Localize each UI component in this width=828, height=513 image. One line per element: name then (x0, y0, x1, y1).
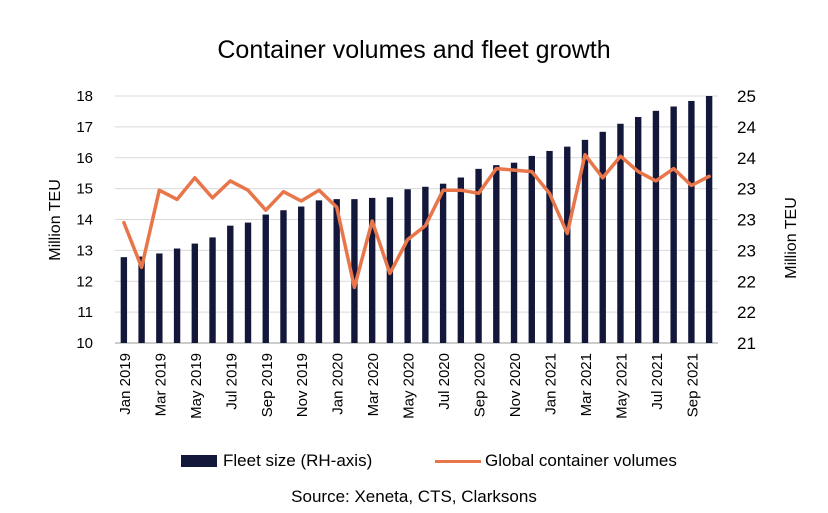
left-tick-label: 11 (77, 304, 93, 321)
left-tick-label: 13 (76, 242, 93, 259)
left-axis-ticks: 10 11 12 13 14 15 16 17 18 (76, 88, 93, 352)
fleet-bar (581, 139, 589, 343)
right-tick-label: 23 (737, 241, 756, 260)
fleet-bar (244, 222, 252, 343)
fleet-bar (209, 237, 216, 343)
x-tick-label: May 2019 (188, 353, 205, 419)
fleet-bar (475, 168, 482, 343)
fleet-bar (652, 110, 660, 343)
volume-line (122, 152, 711, 290)
fleet-bar (546, 150, 553, 343)
chart-title: Container volumes and fleet growth (217, 36, 611, 64)
right-axis-title: Million TEU (783, 197, 800, 279)
fleet-bar (457, 177, 465, 343)
left-tick-label: 16 (76, 150, 93, 167)
x-tick-label: Jul 2020 (436, 353, 453, 410)
fleet-bar (227, 225, 234, 343)
x-tick-label: May 2020 (401, 353, 418, 419)
right-tick-label: 24 (737, 149, 756, 168)
x-tick-label: Sep 2020 (472, 353, 489, 417)
fleet-bar (599, 131, 606, 343)
fleet-bar (138, 256, 145, 343)
x-tick-label: Nov 2019 (294, 353, 311, 417)
legend-item-volumes: Global container volumes (435, 451, 677, 471)
fleet-bar (280, 210, 287, 343)
x-axis-ticks: Jan 2019 Mar 2019 May 2019 Jul 2019 Sep 2019… (117, 353, 702, 419)
right-tick-label: 25 (737, 87, 756, 106)
x-tick-label: Mar 2019 (152, 353, 169, 416)
fleet-bar (120, 257, 128, 343)
fleet-bar (173, 248, 181, 343)
legend: Fleet size (RH-axis) Global container vo… (0, 451, 828, 475)
left-tick-label: 14 (76, 212, 93, 229)
left-tick-label: 10 (76, 335, 93, 352)
x-tick-label: Sep 2019 (259, 353, 276, 417)
x-tick-label: Nov 2020 (507, 353, 524, 417)
right-tick-label: 22 (737, 303, 756, 322)
right-tick-label: 24 (737, 118, 756, 137)
right-tick-label: 22 (737, 272, 756, 291)
fleet-bar (191, 243, 199, 343)
fleet-bar (528, 155, 535, 343)
fleet-bar (368, 197, 376, 343)
right-tick-label: 23 (737, 180, 756, 199)
fleet-bar (351, 199, 358, 343)
fleet-bar (404, 189, 411, 343)
source-note: Source: Xeneta, CTS, Clarksons (291, 487, 537, 506)
x-tick-label: Jul 2019 (223, 353, 240, 410)
fleet-bar (262, 214, 269, 343)
fleet-bar (617, 123, 624, 343)
left-axis-title: Million TEU (47, 179, 64, 261)
x-tick-label: Mar 2020 (365, 353, 382, 416)
legend-swatch-bar (181, 455, 217, 467)
left-tick-label: 18 (76, 88, 93, 105)
fleet-bar (439, 183, 447, 343)
fleet-bar (298, 206, 305, 343)
left-tick-label: 15 (76, 181, 93, 198)
x-tick-label: Jan 2020 (330, 353, 347, 415)
fleet-bar (634, 116, 642, 344)
right-tick-label: 23 (737, 211, 756, 230)
fleet-bar (564, 146, 571, 343)
gridlines (115, 95, 718, 344)
container-volume-line (122, 152, 711, 290)
fleet-bar (315, 200, 323, 343)
fleet-size-bars (120, 96, 713, 344)
x-tick-label: Jan 2019 (117, 353, 134, 415)
left-tick-label: 17 (76, 119, 93, 136)
legend-item-fleet-size: Fleet size (RH-axis) (181, 451, 372, 471)
fleet-bar (422, 186, 429, 343)
fleet-bar (510, 162, 518, 343)
fleet-bar (333, 199, 340, 343)
x-tick-label: Mar 2021 (578, 353, 595, 416)
legend-label-fleet-size: Fleet size (RH-axis) (223, 451, 373, 470)
x-tick-label: May 2021 (614, 353, 631, 419)
x-tick-label: Jul 2021 (649, 353, 666, 410)
fleet-bar (156, 253, 163, 343)
x-tick-label: Sep 2021 (684, 353, 701, 417)
fleet-bar (705, 96, 713, 343)
legend-swatch-line (435, 459, 481, 463)
x-tick-label: Jan 2021 (543, 353, 560, 415)
fleet-bar (688, 100, 695, 343)
left-tick-label: 12 (76, 273, 93, 290)
fleet-bar (670, 106, 677, 343)
fleet-bar (493, 165, 500, 343)
legend-label-volumes: Global container volumes (485, 451, 677, 470)
right-axis-ticks: 21 22 22 23 23 23 24 24 25 (737, 87, 756, 353)
right-tick-label: 21 (737, 334, 756, 353)
